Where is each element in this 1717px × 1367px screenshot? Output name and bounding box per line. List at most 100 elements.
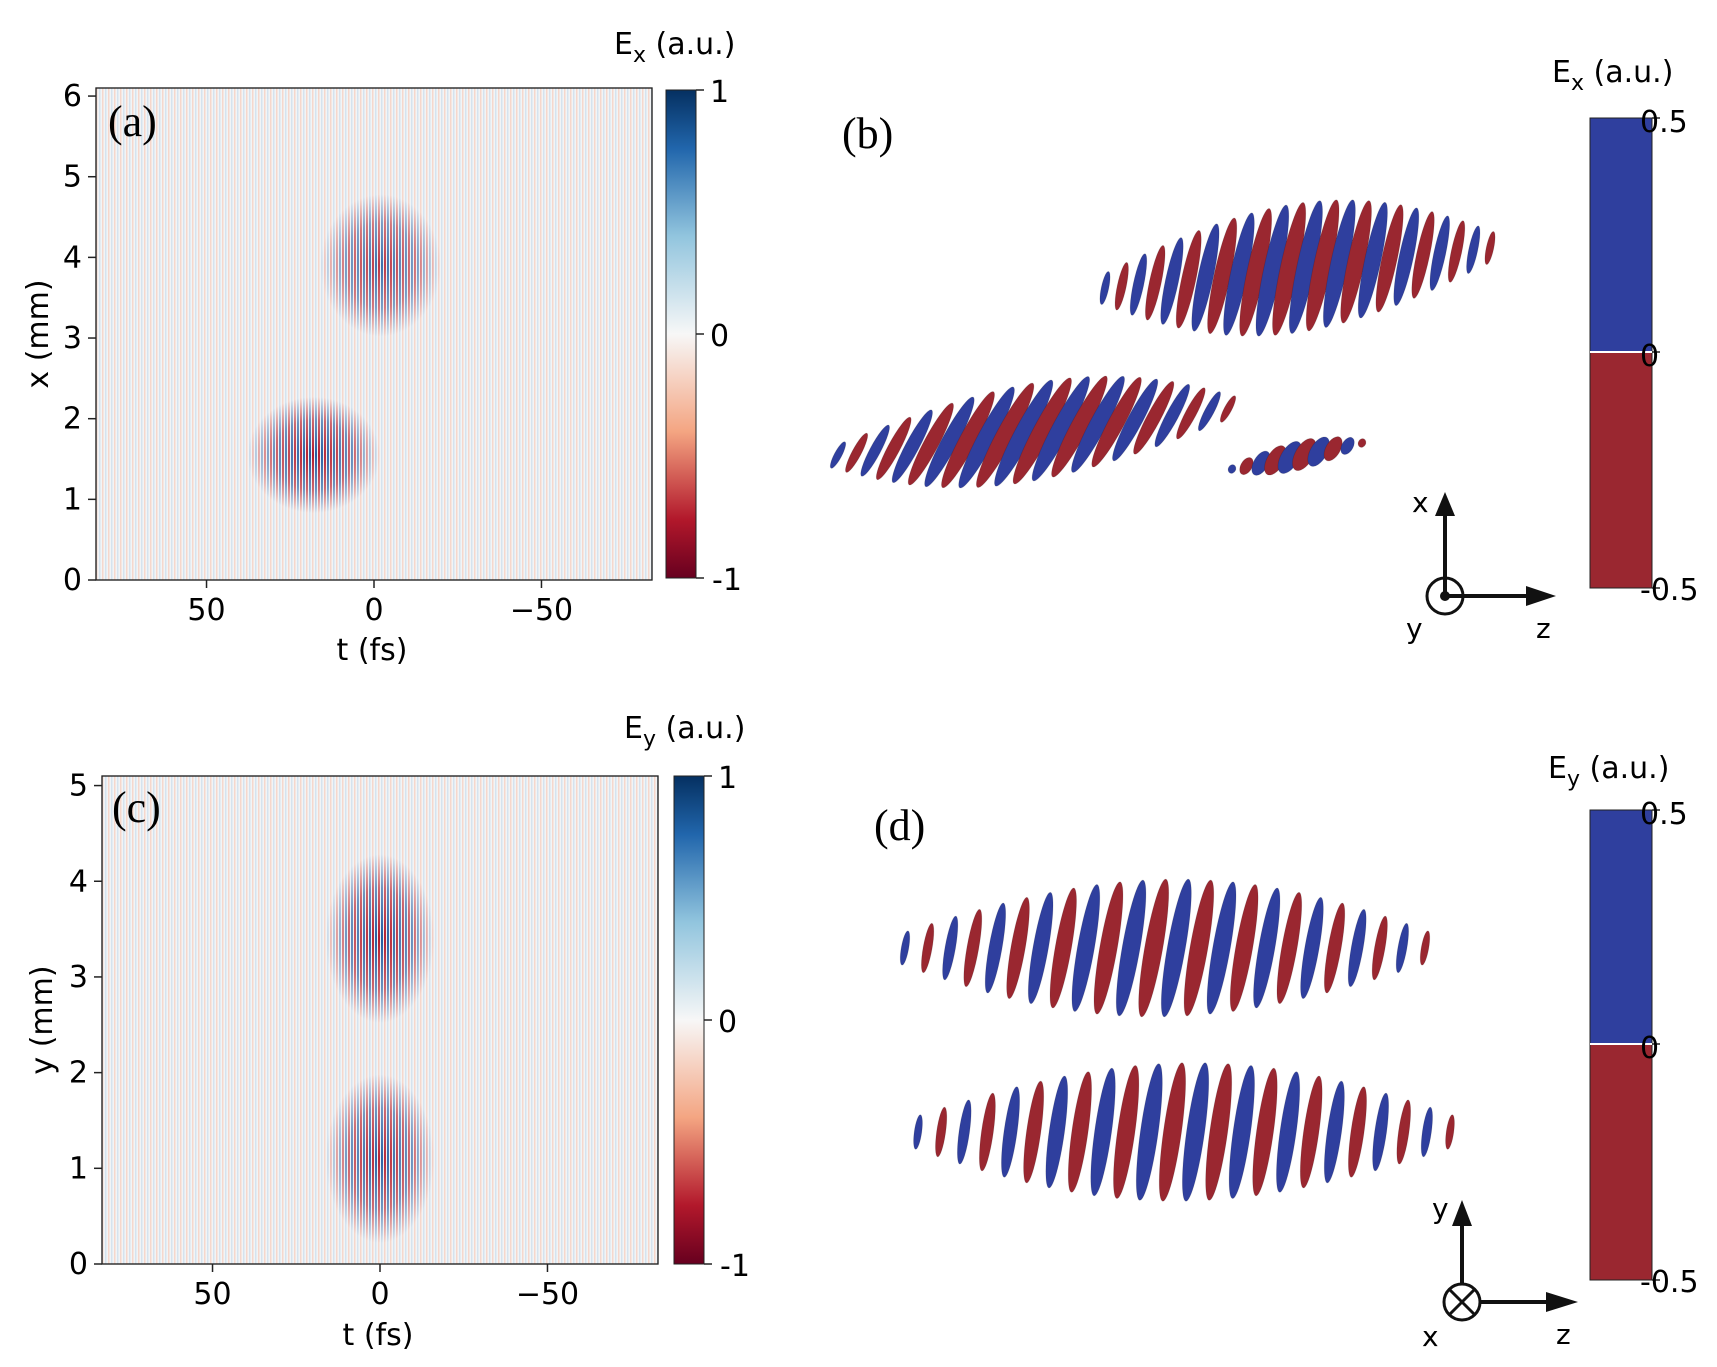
y-tick-label: 5 [63, 160, 82, 195]
isosurface-disc [1276, 1071, 1301, 1193]
isosurface-disc [1371, 915, 1388, 981]
axis-letter-d-x: x [1422, 1320, 1439, 1353]
isosurface-disc [1323, 436, 1343, 462]
isosurface-disc [1006, 896, 1030, 1000]
isosurface-disc [963, 908, 983, 988]
isosurface-disc [1375, 204, 1404, 313]
isosurface-disc [1447, 220, 1466, 283]
isosurface-disc [1219, 395, 1237, 423]
isosurface-disc [942, 915, 959, 981]
isosurface-disc [1299, 1075, 1323, 1189]
colorbar-a [665, 89, 697, 579]
y-tick-label: 0 [69, 1247, 88, 1282]
isosurface-disc [1113, 1065, 1140, 1199]
y-ticks-a: 0 1 2 3 4 5 6 [63, 79, 96, 598]
orientation-axes-b: x y z [1406, 486, 1556, 645]
axis-letter-d-y: y [1432, 1192, 1449, 1225]
colorbar-title-a: Ex (a.u.) [614, 27, 735, 68]
isosurface-disc [1049, 887, 1077, 1009]
colorbar-c [673, 775, 705, 1265]
axis-letter-d-z: z [1556, 1318, 1571, 1351]
isosurface-disc [935, 1106, 948, 1158]
colorbar-tick-c-bot: -1 [720, 1249, 750, 1284]
isosurface-disc [829, 441, 847, 469]
isosurface-disc [1176, 387, 1206, 440]
colorbar-d-negative [1590, 1044, 1652, 1280]
panel-label-c: (c) [112, 783, 161, 832]
isosurface-disc [1276, 891, 1303, 1005]
y-tick-label: 4 [69, 864, 88, 899]
isosurface-disc [1160, 878, 1192, 1018]
isosurface-disc [1227, 464, 1237, 474]
pulse-layer-a [247, 194, 441, 514]
colorbar-tick-a-top: 1 [710, 75, 729, 110]
isosurface-disc [1466, 225, 1481, 274]
x-tick-label: 0 [364, 593, 383, 628]
isosurface-disc [1067, 1071, 1092, 1193]
colorbar-tick-b-bot: -0.5 [1640, 573, 1699, 608]
y-tick-label: 1 [63, 482, 82, 517]
isosurface-disc [1239, 457, 1254, 476]
colorbar-b-positive [1590, 118, 1652, 352]
isosurface-disc [1419, 930, 1431, 966]
isosurface-disc [1445, 1114, 1455, 1150]
colorbar-d-positive [1590, 810, 1652, 1044]
isosurface-disc [1099, 271, 1111, 305]
isosurface-disc [956, 1099, 972, 1165]
isosurface-disc [920, 922, 935, 974]
isosurface-disc [978, 1092, 996, 1172]
isosurface-disc [1045, 1075, 1069, 1189]
colorbar-title-d: Ey (a.u.) [1548, 751, 1669, 792]
isosurface-disc [907, 402, 954, 486]
panel-b: (b) x y z 0.5 0 -0.5 Ex (a.u.) [829, 55, 1699, 645]
isosurface-disc [891, 409, 933, 484]
x-axis-label-c: t (fs) [343, 1318, 414, 1353]
isosurface-disc [1372, 1092, 1390, 1172]
x-tick-label: −50 [510, 593, 573, 628]
isosurface-disc [1253, 887, 1281, 1009]
colorbar-tick-b-mid: 0 [1640, 339, 1659, 374]
x-tick-label: −50 [516, 1277, 579, 1312]
isosurface-b [829, 199, 1496, 489]
axis-letter-b-x: x [1412, 486, 1429, 519]
isosurface-disc [1133, 380, 1175, 455]
isosurface-disc [1001, 1086, 1021, 1178]
x-axis-label-a: t (fs) [337, 633, 408, 668]
isosurface-disc [1183, 879, 1215, 1017]
isosurface-disc [1112, 378, 1159, 462]
colorbar-title-c: Ey (a.u.) [624, 711, 745, 752]
y-axis-label-a: x (mm) [21, 279, 56, 388]
isosurface-disc [1420, 1106, 1433, 1158]
isosurface-disc [1205, 1063, 1233, 1201]
colorbar-tick-c-mid: 0 [718, 1005, 737, 1040]
isosurface-disc [1393, 207, 1420, 306]
pulse-blob [247, 396, 381, 514]
colorbar-tick-a-mid: 0 [710, 319, 729, 354]
y-tick-label: 4 [63, 240, 82, 275]
axis-letter-b-y: y [1406, 612, 1423, 645]
isosurface-disc [1300, 896, 1324, 1000]
colorbar-b-negative [1590, 352, 1652, 588]
isosurface-disc [1114, 262, 1129, 311]
y-tick-label: 1 [69, 1151, 88, 1186]
panel-label-b: (b) [842, 109, 893, 158]
isosurface-disc [1138, 878, 1170, 1018]
isosurface-disc [1396, 1099, 1412, 1165]
pulse-blob [325, 854, 435, 1023]
isosurface-disc [1323, 1080, 1345, 1184]
isosurface-disc [1357, 201, 1388, 319]
y-tick-label: 3 [69, 960, 88, 995]
colorbar-tick-d-top: 0.5 [1640, 797, 1688, 832]
isosurface-disc [1093, 881, 1124, 1015]
y-ticks-c: 0 1 2 3 4 5 [69, 769, 102, 1282]
isosurface-disc [1228, 1065, 1255, 1199]
y-tick-label: 5 [69, 769, 88, 804]
isosurface-disc [1160, 237, 1184, 325]
y-tick-label: 0 [63, 563, 82, 598]
isosurface-disc [1181, 1062, 1210, 1202]
isosurface-disc [845, 432, 869, 473]
panel-c: (c) 50 0 −50 0 1 2 3 4 5 t (fs) y (mm) 1 0 -1 E… [25, 711, 750, 1353]
orientation-axes-d: y x z [1422, 1192, 1578, 1353]
isosurface-disc [1071, 884, 1101, 1012]
